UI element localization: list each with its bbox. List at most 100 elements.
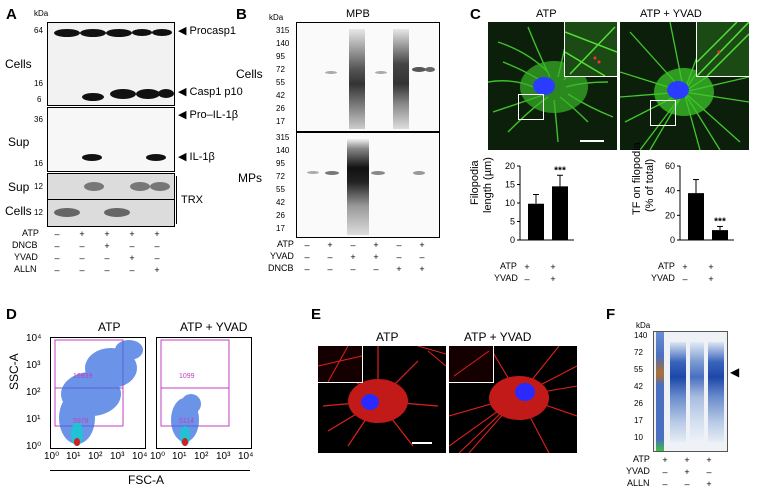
panel-b-blot-mps	[296, 132, 440, 238]
panel-a-marker-36: 36	[34, 115, 43, 124]
panel-a-marker-12a: 12	[34, 182, 43, 191]
band	[82, 154, 102, 161]
panel-b-row-cells: Cells	[236, 67, 263, 81]
bar	[552, 186, 568, 240]
mw-marker: 95	[276, 159, 285, 168]
treatment-sign: –	[104, 265, 110, 275]
treatment-sign: –	[54, 265, 60, 275]
y-tick-label: 0	[510, 235, 515, 245]
panel-e-title-atp: ATP	[376, 330, 399, 344]
inset-zoom	[318, 346, 363, 383]
panel-a-label-il1b: ◀ IL-1β	[178, 151, 215, 163]
inset-zoom	[696, 22, 749, 77]
treatment-sign: –	[79, 265, 85, 275]
treatment-sign: –	[682, 274, 688, 284]
y-tick: 10⁰	[26, 441, 42, 452]
x-tick: 10³	[216, 451, 231, 462]
panel-a-kda: kDa	[34, 9, 49, 18]
mw-marker: 72	[276, 65, 285, 74]
panel-e-image-yvad	[449, 346, 577, 453]
x-tick: 10⁰	[44, 451, 60, 462]
panel-a-letter: A	[6, 6, 17, 23]
treatment-sign: +	[550, 262, 556, 272]
mw-marker: 72	[276, 172, 285, 181]
panel-d-axis-rule	[50, 470, 250, 471]
mw-marker: 42	[276, 91, 285, 100]
panel-c-chart1-treat-atp: ATP	[500, 261, 517, 271]
mw-marker: 140	[276, 39, 290, 48]
mw-marker: 42	[276, 198, 285, 207]
treatment-sign: +	[373, 252, 379, 262]
mw-marker: 26	[276, 211, 285, 220]
y-tick-label: 0	[670, 235, 675, 245]
treatment-sign: –	[706, 467, 712, 477]
treatment-sign: +	[706, 479, 712, 489]
panel-f-gel	[653, 331, 728, 452]
treatment-sign: +	[524, 262, 530, 272]
panel-d-letter: D	[6, 306, 17, 323]
inset-zoom	[564, 22, 617, 77]
treatment-sign: –	[129, 241, 135, 251]
panel-d-plot-yvad: 1099 5114	[156, 337, 252, 449]
panel-a-treat-atp: ATP	[22, 228, 39, 238]
band	[150, 182, 170, 191]
panel-f-arrowhead: ◀	[730, 365, 740, 379]
panel-c-chart2-treat-yvad: YVAD	[651, 273, 675, 283]
treatment-sign: –	[396, 252, 402, 262]
x-tick: 10²	[194, 451, 209, 462]
significance-marker: ***	[714, 216, 726, 227]
x-tick: 10⁰	[150, 451, 166, 462]
panel-a-label-procasp1: ◀ Procasp1	[178, 25, 236, 37]
y-tick-label: 20	[505, 161, 515, 171]
panel-d-title-yvad: ATP + YVAD	[180, 320, 248, 334]
treatment-sign: +	[708, 262, 714, 272]
band	[104, 208, 130, 217]
x-tick: 10²	[88, 451, 103, 462]
treatment-sign: +	[154, 229, 160, 239]
band	[82, 93, 104, 101]
filopodia-micrograph	[620, 22, 749, 150]
treatment-sign: –	[419, 252, 425, 262]
mw-marker: 315	[276, 26, 290, 35]
panel-a-row-sup-trx: Sup	[8, 180, 30, 194]
band	[325, 71, 337, 74]
band	[412, 67, 426, 72]
panel-f-kda: kDa	[636, 321, 651, 330]
panel-b-title: MPB	[346, 8, 370, 20]
treatment-sign: –	[54, 253, 60, 263]
panel-a-blot-cells	[47, 22, 175, 106]
y-tick-label: 60	[665, 161, 675, 171]
scale-bar	[580, 140, 604, 142]
treatment-sign: –	[662, 467, 668, 477]
inset-box	[650, 100, 676, 126]
treatment-sign: +	[419, 264, 425, 274]
panel-c-chart1-treat-yvad: YVAD	[494, 273, 518, 283]
panel-b-row-mps: MPs	[238, 171, 262, 185]
mw-marker: 26	[634, 399, 643, 408]
band	[307, 171, 319, 174]
panel-b-letter: B	[236, 6, 247, 23]
treatment-sign: +	[129, 253, 135, 263]
mw-marker: 140	[634, 331, 648, 340]
band	[425, 67, 435, 72]
inset-box	[518, 94, 544, 120]
mw-marker: 140	[276, 146, 290, 155]
panel-b-blot-cells	[296, 22, 440, 132]
band	[158, 89, 174, 98]
panel-a-marker-6: 6	[37, 95, 42, 104]
y-tick: 10¹	[26, 414, 41, 425]
treatment-sign: +	[684, 455, 690, 465]
gate-count: 5978	[73, 418, 89, 425]
treatment-sign: –	[350, 264, 356, 274]
bar	[688, 193, 704, 240]
inset-zoom	[449, 346, 494, 383]
band	[371, 171, 385, 175]
treatment-sign: +	[129, 229, 135, 239]
panel-a-label-casp1-p10: ◀ Casp1 p10	[178, 86, 243, 98]
y-tick-label: 20	[665, 210, 675, 220]
mw-marker: 315	[276, 133, 290, 142]
mw-marker: 17	[276, 117, 285, 126]
panel-a-treat-yvad: YVAD	[14, 252, 38, 262]
x-tick: 10⁴	[238, 451, 254, 462]
panel-b-treat-yvad: YVAD	[270, 251, 294, 261]
